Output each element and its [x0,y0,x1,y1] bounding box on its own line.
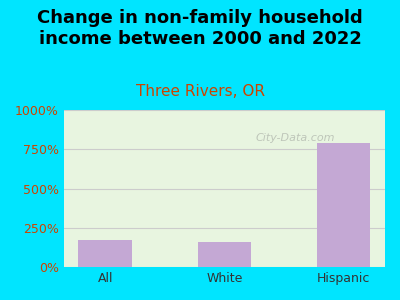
Text: City-Data.com: City-Data.com [255,133,335,143]
Text: Change in non-family household
income between 2000 and 2022: Change in non-family household income be… [37,9,363,48]
Text: Three Rivers, OR: Three Rivers, OR [136,84,264,99]
Bar [317,143,370,267]
Bar [198,242,251,267]
Bar [78,240,132,267]
